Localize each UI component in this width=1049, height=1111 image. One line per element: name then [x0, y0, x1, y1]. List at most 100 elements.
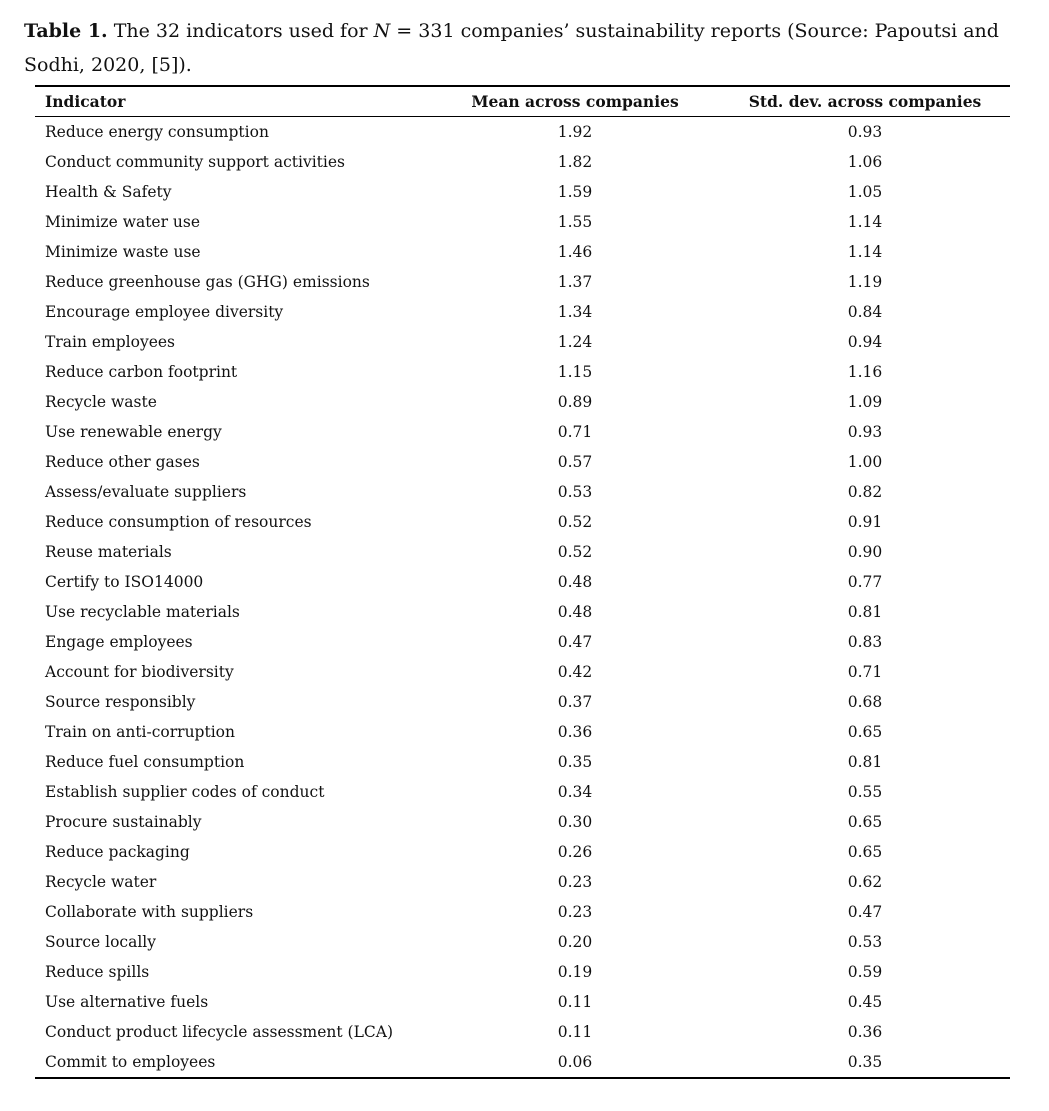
indicator-cell: Procure sustainably — [45, 813, 202, 831]
std-dev-cell: 1.00 — [847, 453, 883, 471]
std-dev-cell: 0.59 — [847, 963, 883, 981]
table-row: Reduce other gases 0.57 1.00 — [35, 447, 1010, 477]
mean-cell: 0.36 — [557, 723, 593, 741]
indicator-cell: Engage employees — [45, 633, 193, 651]
std-dev-cell: 0.35 — [847, 1053, 883, 1071]
table-row: Use recyclable materials 0.48 0.81 — [35, 597, 1010, 627]
indicator-cell: Reduce spills — [45, 963, 150, 981]
indicator-cell: Encourage employee diversity — [45, 303, 284, 321]
mean-cell: 0.26 — [557, 843, 593, 861]
std-dev-cell: 0.94 — [847, 333, 883, 351]
table-row: Establish supplier codes of conduct 0.34 0… — [35, 777, 1010, 807]
std-dev-cell: 0.81 — [847, 603, 883, 621]
header-indicator: Indicator — [45, 92, 126, 111]
table-row: Account for biodiversity 0.42 0.71 — [35, 657, 1010, 687]
mean-cell: 0.30 — [557, 813, 593, 831]
std-dev-cell: 1.19 — [847, 273, 883, 291]
mean-cell: 0.71 — [557, 423, 593, 441]
std-dev-cell: 0.93 — [847, 123, 883, 141]
table-label: Table 1. — [24, 20, 108, 42]
mean-cell: 0.48 — [557, 573, 593, 591]
std-dev-cell: 0.62 — [847, 873, 883, 891]
std-dev-cell: 0.65 — [847, 723, 883, 741]
table-row: Engage employees 0.47 0.83 — [35, 627, 1010, 657]
table-row: Reduce energy consumption 1.92 0.93 — [35, 117, 1010, 148]
indicator-cell: Reduce other gases — [45, 453, 200, 471]
std-dev-cell: 1.06 — [847, 153, 883, 171]
caption-text: The 32 indicators used for — [107, 20, 374, 42]
indicator-cell: Reduce carbon footprint — [45, 363, 238, 381]
std-dev-cell: 0.90 — [847, 543, 883, 561]
mean-cell: 0.23 — [557, 873, 593, 891]
table-row: Reduce spills 0.19 0.59 — [35, 957, 1010, 987]
table-row: Health & Safety 1.59 1.05 — [35, 177, 1010, 207]
mean-cell: 0.06 — [557, 1053, 593, 1071]
indicator-cell: Reduce consumption of resources — [45, 513, 312, 531]
indicator-cell: Collaborate with suppliers — [45, 903, 254, 921]
indicator-cell: Train on anti-corruption — [45, 723, 235, 741]
std-dev-cell: 0.82 — [847, 483, 883, 501]
table-row: Minimize waste use 1.46 1.14 — [35, 237, 1010, 267]
table-row: Conduct community support activities 1.82… — [35, 147, 1010, 177]
std-dev-cell: 0.53 — [847, 933, 883, 951]
mean-cell: 1.92 — [557, 123, 593, 141]
std-dev-cell: 0.93 — [847, 423, 883, 441]
indicator-cell: Conduct product lifecycle assessment (LC… — [45, 1023, 394, 1041]
mean-cell: 0.53 — [557, 483, 593, 501]
mean-cell: 0.48 — [557, 603, 593, 621]
indicator-cell: Account for biodiversity — [45, 663, 234, 681]
std-dev-cell: 1.14 — [847, 243, 883, 261]
indicator-cell: Reduce energy consumption — [45, 123, 269, 141]
mean-cell: 0.19 — [557, 963, 593, 981]
indicator-cell: Establish supplier codes of conduct — [45, 783, 325, 801]
mean-cell: 1.37 — [557, 273, 593, 291]
mean-cell: 1.15 — [557, 363, 593, 381]
table-row: Reduce fuel consumption 0.35 0.81 — [35, 747, 1010, 777]
indicator-cell: Minimize waste use — [45, 243, 201, 261]
indicator-cell: Source responsibly — [45, 693, 196, 711]
indicator-cell: Reduce packaging — [45, 843, 190, 861]
table-row: Reduce packaging 0.26 0.65 — [35, 837, 1010, 867]
mean-cell: 0.20 — [557, 933, 593, 951]
table-row: Source locally 0.20 0.53 — [35, 927, 1010, 957]
table-row: Conduct product lifecycle assessment (LC… — [35, 1017, 1010, 1047]
mean-cell: 0.42 — [557, 663, 593, 681]
table-row: Source responsibly 0.37 0.68 — [35, 687, 1010, 717]
mean-cell: 0.57 — [557, 453, 593, 471]
table-row: Train on anti-corruption 0.36 0.65 — [35, 717, 1010, 747]
std-dev-cell: 1.09 — [847, 393, 883, 411]
mean-cell: 0.23 — [557, 903, 593, 921]
table-row: Encourage employee diversity 1.34 0.84 — [35, 297, 1010, 327]
n-symbol: N — [373, 20, 391, 42]
mean-cell: 0.11 — [557, 1023, 593, 1041]
table-row: Reduce greenhouse gas (GHG) emissions 1.3… — [35, 267, 1010, 297]
mean-cell: 1.24 — [557, 333, 593, 351]
mean-cell: 1.55 — [557, 213, 593, 231]
indicator-cell: Use renewable energy — [45, 423, 222, 441]
std-dev-cell: 0.47 — [847, 903, 883, 921]
indicator-cell: Reduce fuel consumption — [45, 753, 245, 771]
std-dev-cell: 0.81 — [847, 753, 883, 771]
indicator-cell: Health & Safety — [45, 183, 172, 201]
indicator-cell: Commit to employees — [45, 1053, 216, 1071]
indicator-cell: Use alternative fuels — [45, 993, 209, 1011]
mean-cell: 0.11 — [557, 993, 593, 1011]
table-row: Certify to ISO14000 0.48 0.77 — [35, 567, 1010, 597]
mean-cell: 0.52 — [557, 543, 593, 561]
table-row: Use renewable energy 0.71 0.93 — [35, 417, 1010, 447]
mean-cell: 1.46 — [557, 243, 593, 261]
table-row: Reduce carbon footprint 1.15 1.16 — [35, 357, 1010, 387]
indicator-cell: Recycle waste — [45, 393, 157, 411]
caption-text-end: = 331 companies’ sustainability reports … — [24, 20, 999, 76]
std-dev-cell: 1.14 — [847, 213, 883, 231]
std-dev-cell: 0.68 — [847, 693, 883, 711]
table-row: Use alternative fuels 0.11 0.45 — [35, 987, 1010, 1017]
std-dev-cell: 1.16 — [847, 363, 883, 381]
table-row: Recycle waste 0.89 1.09 — [35, 387, 1010, 417]
std-dev-cell: 0.45 — [847, 993, 883, 1011]
mean-cell: 0.52 — [557, 513, 593, 531]
table-row: Assess/evaluate suppliers 0.53 0.82 — [35, 477, 1010, 507]
table-body: Reduce energy consumption 1.92 0.93 Conduct… — [35, 117, 1010, 1078]
header-row: Indicator Mean across companies Std. dev… — [35, 86, 1010, 117]
std-dev-cell: 0.36 — [847, 1023, 883, 1041]
